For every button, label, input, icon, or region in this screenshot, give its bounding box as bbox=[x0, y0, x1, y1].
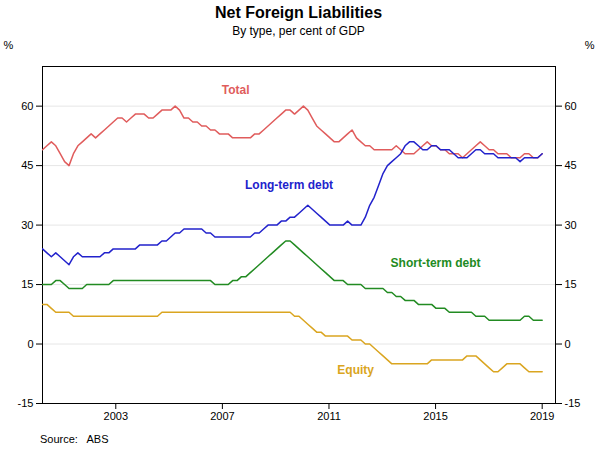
svg-text:60: 60 bbox=[565, 100, 577, 112]
svg-text:0: 0 bbox=[27, 338, 33, 350]
svg-text:30: 30 bbox=[21, 219, 33, 231]
svg-text:2007: 2007 bbox=[210, 410, 234, 422]
svg-text:%: % bbox=[585, 39, 595, 51]
svg-text:Long-term debt: Long-term debt bbox=[245, 178, 333, 192]
svg-text:0: 0 bbox=[565, 338, 571, 350]
svg-text:2003: 2003 bbox=[104, 410, 128, 422]
svg-text:-15: -15 bbox=[565, 397, 581, 409]
svg-text:45: 45 bbox=[565, 159, 577, 171]
svg-text:15: 15 bbox=[565, 278, 577, 290]
svg-text:2019: 2019 bbox=[530, 410, 554, 422]
svg-text:30: 30 bbox=[565, 219, 577, 231]
svg-text:-15: -15 bbox=[18, 397, 34, 409]
html-text:Source: ABS: Source: ABS bbox=[40, 433, 109, 445]
svg-text:45: 45 bbox=[21, 159, 33, 171]
svg-text:Short-term debt: Short-term debt bbox=[391, 256, 481, 270]
svg-text:60: 60 bbox=[21, 100, 33, 112]
svg-text:2011: 2011 bbox=[317, 410, 341, 422]
svg-text:2015: 2015 bbox=[423, 410, 447, 422]
svg-text:15: 15 bbox=[21, 278, 33, 290]
svg-text:Total: Total bbox=[222, 83, 250, 97]
svg-text:Equity: Equity bbox=[337, 363, 374, 377]
svg-text:%: % bbox=[4, 39, 14, 51]
html-text:Net Foreign Liabilities: Net Foreign Liabilities bbox=[214, 4, 383, 21]
html-text:By type, per cent of GDP: By type, per cent of GDP bbox=[232, 24, 365, 38]
